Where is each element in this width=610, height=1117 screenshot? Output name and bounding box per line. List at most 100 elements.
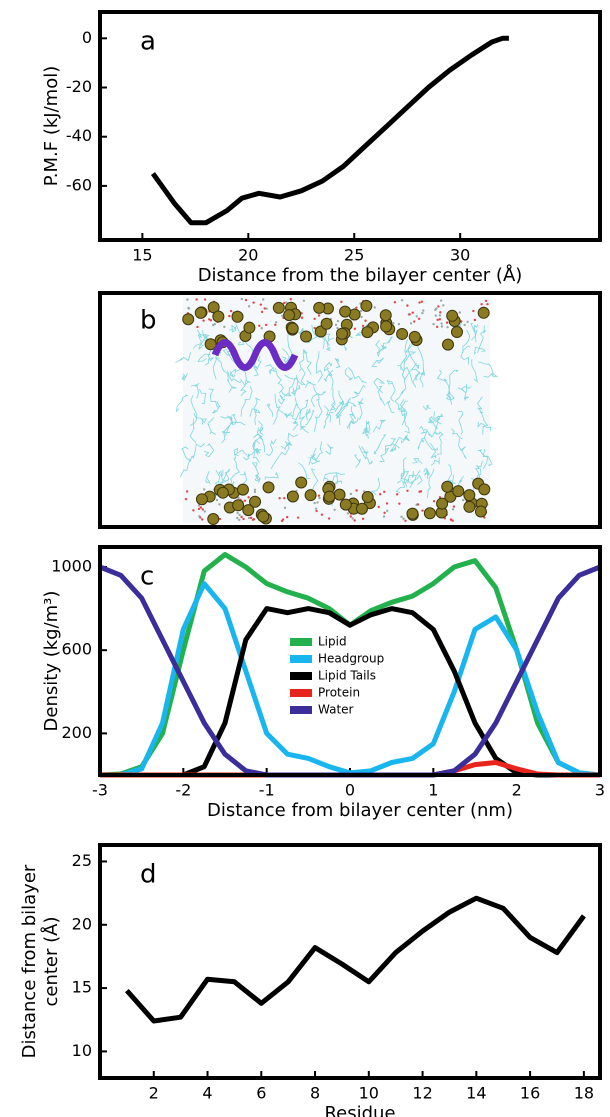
water (333, 509, 335, 511)
phosphate (362, 327, 373, 338)
water (250, 517, 252, 519)
panel-label: c (140, 562, 154, 592)
water (440, 322, 442, 324)
water (360, 310, 362, 312)
water (223, 326, 225, 328)
water (360, 316, 362, 318)
panel-label: b (140, 306, 157, 336)
phosphate (284, 310, 295, 321)
water (318, 497, 320, 499)
legend-label: Lipid Tails (318, 669, 376, 683)
water (433, 500, 435, 502)
water (336, 327, 338, 329)
water (315, 508, 317, 510)
water (328, 517, 330, 519)
phosphate (407, 508, 418, 519)
water (354, 328, 356, 330)
water (364, 320, 366, 322)
phosphate (258, 511, 269, 522)
water (245, 299, 247, 301)
x-tick-label: 3 (595, 781, 605, 800)
x-tick-label: 20 (238, 246, 258, 265)
phosphate (287, 323, 298, 334)
water (262, 298, 264, 300)
water (421, 509, 423, 511)
x-tick-label: 30 (450, 246, 470, 265)
phosphate (409, 331, 420, 342)
phosphate (336, 328, 347, 339)
data-line (153, 38, 509, 223)
water (453, 505, 455, 507)
water (186, 298, 188, 300)
phosphate (183, 314, 194, 325)
y-axis-label: Density (kg/m³) (41, 591, 62, 732)
phosphate (381, 321, 392, 332)
x-tick-label: 15 (132, 246, 152, 265)
water (242, 518, 244, 520)
legend-swatch (290, 706, 312, 714)
data-line (127, 898, 584, 1021)
x-tick-label: -1 (259, 781, 275, 800)
water (439, 311, 441, 313)
legend-label: Water (318, 703, 354, 717)
water (377, 506, 379, 508)
water (265, 324, 267, 326)
water (284, 507, 286, 509)
y-axis-label: Distance from bilayer (19, 864, 40, 1058)
phosphate (447, 310, 458, 321)
water (301, 317, 303, 319)
phosphate (314, 302, 325, 313)
phosphate (296, 477, 307, 488)
water (185, 498, 187, 500)
phosphate (380, 310, 391, 321)
x-tick-label: 10 (359, 1084, 379, 1103)
phosphate (213, 311, 224, 322)
water (408, 313, 410, 315)
water (350, 493, 352, 495)
water (441, 325, 443, 327)
x-tick-label: 2 (149, 1084, 159, 1103)
phosphate (196, 494, 207, 505)
water (247, 496, 249, 498)
x-tick-label: 14 (466, 1084, 486, 1103)
x-tick-label: 25 (344, 246, 364, 265)
phosphate (324, 491, 335, 502)
x-tick-label: 16 (520, 1084, 540, 1103)
water (435, 314, 437, 316)
water (238, 519, 240, 521)
water (394, 301, 396, 303)
water (335, 324, 337, 326)
water (362, 518, 364, 520)
water (404, 520, 406, 522)
phosphate (237, 484, 248, 495)
membrane-snapshot (175, 297, 496, 525)
water (392, 322, 394, 324)
phosphate (233, 500, 244, 511)
x-tick-label: 18 (574, 1084, 594, 1103)
legend-label: Protein (318, 686, 360, 700)
phosphate (356, 503, 367, 514)
phosphate (475, 506, 486, 517)
phosphate (301, 331, 312, 342)
legend-swatch (290, 638, 312, 646)
phosphate (232, 311, 243, 322)
water (452, 508, 454, 510)
phosphate (478, 307, 489, 318)
water (318, 495, 320, 497)
phosphate (442, 481, 453, 492)
water (402, 518, 404, 520)
water (240, 516, 242, 518)
phosphate (244, 322, 255, 333)
water (355, 489, 357, 491)
x-tick-label: 6 (256, 1084, 266, 1103)
water (236, 517, 238, 519)
water (208, 318, 210, 320)
x-tick-label: 4 (202, 1084, 212, 1103)
water (432, 323, 434, 325)
water (398, 323, 400, 325)
water (451, 519, 453, 521)
water (420, 490, 422, 492)
water (286, 516, 288, 518)
water (340, 301, 342, 303)
water (318, 314, 320, 316)
